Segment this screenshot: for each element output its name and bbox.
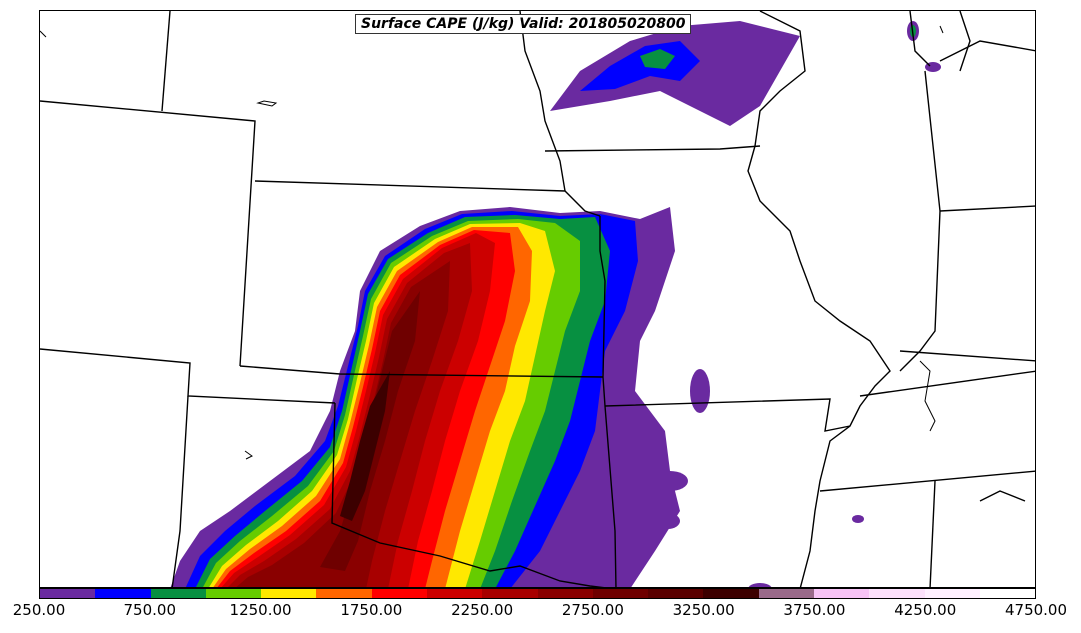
cape-blob-se-5 [852, 515, 864, 523]
colorbar-swatch [40, 589, 96, 598]
border-line [604, 398, 851, 432]
border-line [819, 470, 1035, 492]
cape-blob-se-3 [690, 369, 710, 413]
colorbar-tick-label: 3750.00 [783, 601, 846, 619]
colorbar-swatch [371, 589, 427, 598]
border-line [161, 11, 171, 112]
cape-blob-se-1 [652, 471, 688, 491]
border-line [747, 145, 891, 587]
cape-blob-se-2 [656, 513, 680, 529]
map-panel [39, 10, 1036, 588]
lakes [40, 25, 944, 460]
colorbar-tick-labels: 250.00 750.00 1250.00 1750.00 2250.00 2750.00… [0, 601, 1081, 625]
colorbar-tick-label: 250.00 [12, 601, 66, 619]
border-line [939, 40, 1035, 62]
colorbar-swatch [979, 589, 1036, 598]
border-line [40, 100, 256, 367]
colorbar-swatch [592, 589, 649, 598]
border-line [754, 11, 806, 147]
border-line [899, 70, 941, 372]
colorbar-swatch [924, 589, 980, 598]
colorbar-swatch [150, 589, 206, 598]
border-line [331, 402, 605, 587]
state-boundaries [40, 11, 1035, 587]
lake-outline [244, 450, 253, 460]
border-line [171, 395, 189, 587]
lake-outline [256, 100, 278, 107]
cape-contours [170, 21, 941, 587]
border-line [979, 490, 1026, 502]
border-line [939, 205, 1035, 212]
colorbar-tick-label: 4250.00 [894, 601, 957, 619]
border-line [519, 11, 566, 192]
border-line [859, 370, 1035, 397]
border-line [909, 11, 931, 67]
cape-blob-north-1000 [640, 49, 675, 69]
colorbar-tick-label: 1250.00 [229, 601, 292, 619]
colorbar-tick-label: 3250.00 [672, 601, 735, 619]
colorbar-swatch [482, 589, 538, 598]
colorbar-swatch [758, 589, 814, 598]
colorbar-swatch [316, 589, 372, 598]
colorbar-tick-label: 1750.00 [340, 601, 403, 619]
map-title: Surface CAPE (J/kg) Valid: 201805020800 [355, 14, 692, 34]
border-line [40, 348, 336, 404]
colorbar-tick-label: 750.00 [123, 601, 177, 619]
lake-outline [939, 25, 944, 34]
cape-map [40, 11, 1035, 587]
colorbar-swatch [426, 589, 483, 598]
colorbar-swatch [869, 589, 925, 598]
lake-outline [40, 30, 47, 38]
lake-outline [919, 360, 936, 432]
colorbar-swatch [537, 589, 593, 598]
colorbar-tick-label: 4750.00 [1004, 601, 1068, 619]
colorbar-tick-label: 2750.00 [561, 601, 624, 619]
colorbar-tick-label: 2250.00 [451, 601, 514, 619]
border-line [239, 365, 604, 378]
border-line [602, 376, 617, 587]
border-line [254, 180, 601, 217]
colorbar-swatch [648, 589, 704, 598]
border-line [959, 11, 971, 72]
colorbar-swatch [261, 589, 317, 598]
cape-blob-se-4 [748, 583, 772, 587]
colorbar-swatch [813, 589, 870, 598]
border-line [899, 350, 1035, 362]
colorbar-swatch [95, 589, 151, 598]
cape-band-3250 [340, 371, 390, 521]
colorbar [39, 588, 1036, 599]
border-line [544, 145, 761, 152]
border-line [929, 480, 936, 587]
cape-blob-north-750 [580, 41, 700, 91]
border-line [599, 216, 606, 378]
colorbar-swatch [703, 589, 759, 598]
colorbar-swatch [205, 589, 262, 598]
